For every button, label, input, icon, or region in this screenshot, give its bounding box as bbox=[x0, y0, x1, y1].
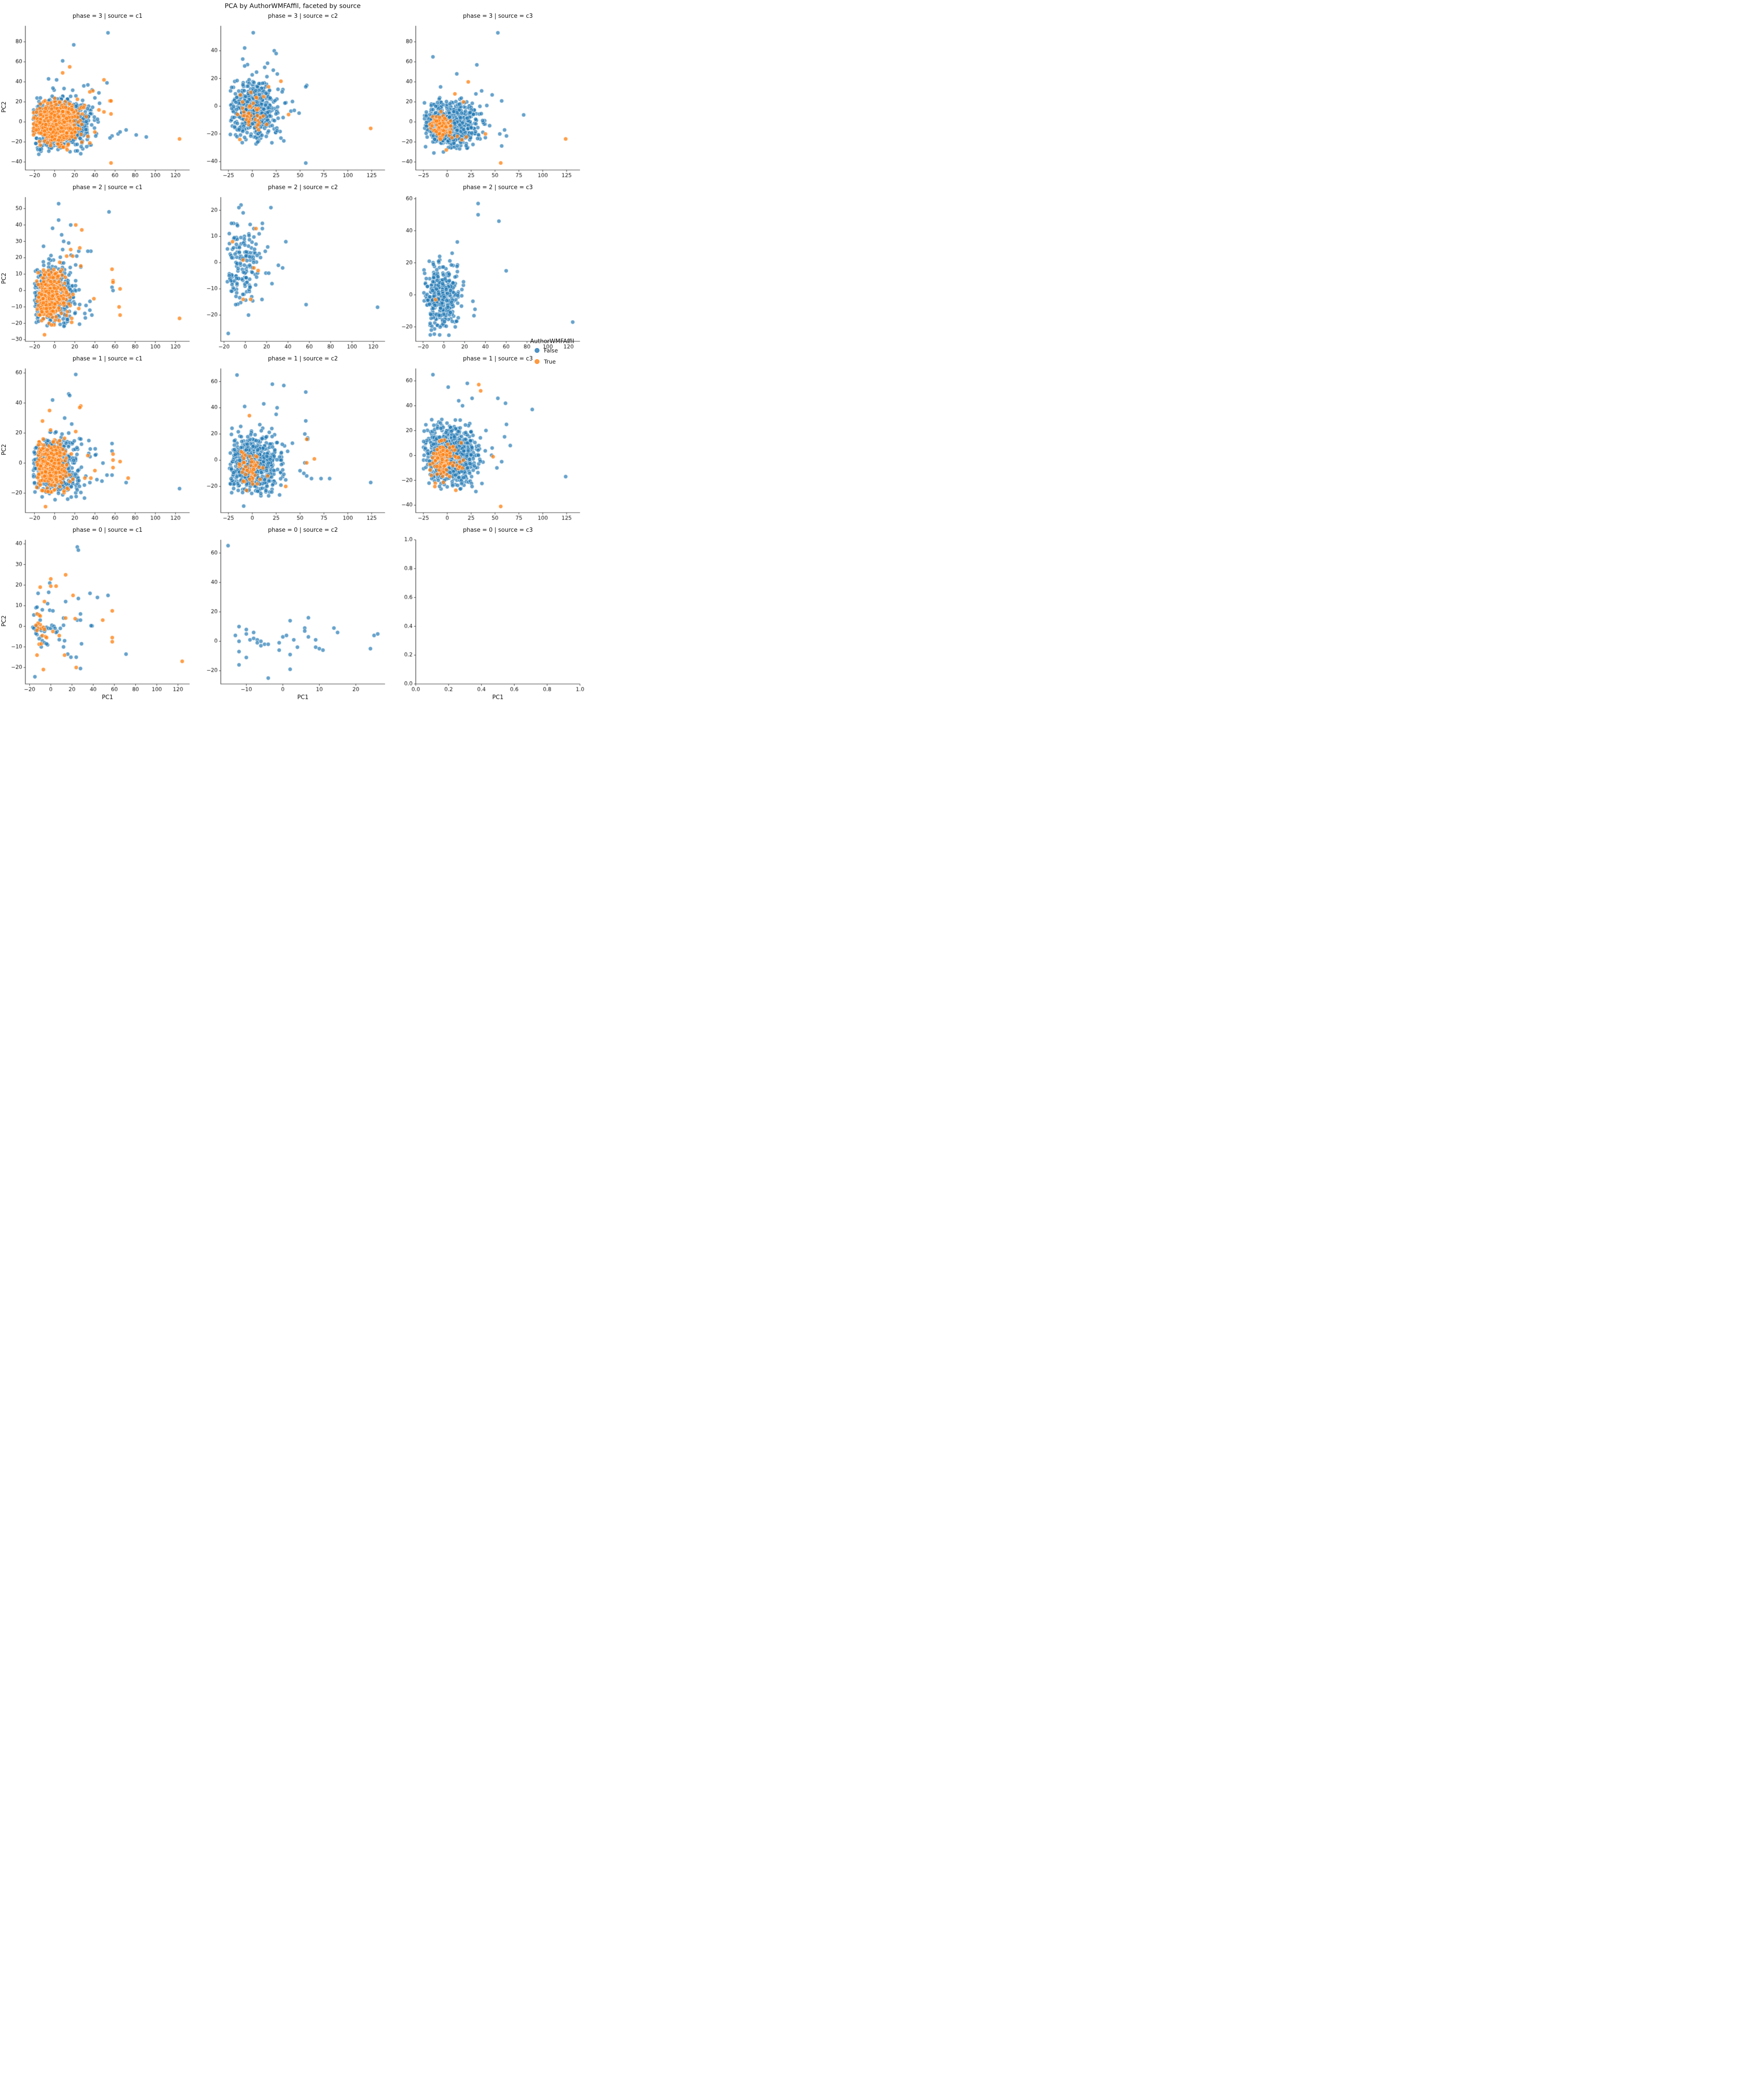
scatter-canvas-phase3-c1 bbox=[0, 21, 195, 182]
facet-title: phase = 0 | source = c2 bbox=[268, 527, 338, 534]
scatter-canvas-phase0-c1 bbox=[0, 535, 195, 696]
facet-phase2-c1: phase = 2 | source = c1 PC2 bbox=[0, 184, 195, 355]
figure: PCA by AuthorWMFAffil, faceted by source… bbox=[0, 0, 585, 700]
x-axis-label: PC1 bbox=[101, 694, 114, 700]
plot-area bbox=[195, 21, 390, 182]
x-axis-label: PC1 bbox=[297, 694, 309, 700]
y-axis-label: PC2 bbox=[1, 272, 8, 284]
scatter-canvas-phase2-c3 bbox=[390, 193, 585, 354]
facet-phase3-c2: phase = 3 | source = c2 bbox=[195, 12, 390, 184]
facet-phase1-c2: phase = 1 | source = c2 bbox=[195, 355, 390, 526]
scatter-canvas-phase2-c2 bbox=[195, 193, 390, 354]
legend-label: True bbox=[544, 358, 556, 365]
facet-title: phase = 2 | source = c2 bbox=[268, 184, 338, 191]
facet-title: phase = 1 | source = c3 bbox=[462, 356, 533, 362]
plot-area bbox=[390, 193, 585, 354]
y-axis-label: PC2 bbox=[1, 101, 8, 113]
x-axis-label: PC1 bbox=[492, 694, 504, 700]
facet-phase1-c3: phase = 1 | source = c3 bbox=[390, 355, 585, 526]
facet-phase2-c3: phase = 2 | source = c3 bbox=[390, 184, 585, 355]
legend-label: False bbox=[544, 347, 558, 354]
plot-area bbox=[195, 193, 390, 354]
facet-title: phase = 0 | source = c1 bbox=[72, 527, 143, 534]
facet-grid: phase = 3 | source = c1 PC2 phase = 3 | … bbox=[0, 12, 585, 700]
scatter-canvas-phase0-c2 bbox=[195, 535, 390, 696]
legend-swatch-false-icon bbox=[535, 348, 539, 353]
plot-area bbox=[195, 535, 390, 696]
facet-phase1-c1: phase = 1 | source = c1 PC2 bbox=[0, 355, 195, 526]
facet-title: phase = 2 | source = c1 bbox=[72, 184, 143, 191]
plot-area: PC2 bbox=[0, 364, 195, 525]
scatter-canvas-phase3-c3 bbox=[390, 21, 585, 182]
scatter-canvas-phase1-c3 bbox=[390, 364, 585, 525]
facet-phase3-c1: phase = 3 | source = c1 PC2 bbox=[0, 12, 195, 184]
plot-area bbox=[195, 364, 390, 525]
facet-title: phase = 1 | source = c1 bbox=[72, 356, 143, 362]
scatter-canvas-phase3-c2 bbox=[195, 21, 390, 182]
y-axis-label: PC2 bbox=[1, 615, 8, 627]
facet-title: phase = 3 | source = c3 bbox=[462, 13, 533, 20]
legend-title: AuthorWMFAffil bbox=[530, 338, 575, 345]
plot-area: PC2 bbox=[0, 193, 195, 354]
facet-phase2-c2: phase = 2 | source = c2 bbox=[195, 184, 390, 355]
plot-area bbox=[390, 364, 585, 525]
facet-phase0-c1: phase = 0 | source = c1 PC2 PC1 bbox=[0, 526, 195, 700]
y-axis-label: PC2 bbox=[1, 444, 8, 455]
legend-swatch-true-icon bbox=[535, 359, 539, 364]
facet-phase3-c3: phase = 3 | source = c3 bbox=[390, 12, 585, 184]
facet-phase0-c3: phase = 0 | source = c3 PC1 bbox=[390, 526, 585, 700]
plot-area bbox=[390, 535, 585, 696]
facet-title: phase = 1 | source = c2 bbox=[268, 356, 338, 362]
facet-title: phase = 3 | source = c2 bbox=[268, 13, 338, 20]
scatter-canvas-phase2-c1 bbox=[0, 193, 195, 354]
plot-area: PC2 bbox=[0, 535, 195, 696]
plot-area: PC2 bbox=[0, 21, 195, 182]
figure-title: PCA by AuthorWMFAffil, faceted by source bbox=[224, 3, 361, 10]
plot-area bbox=[390, 21, 585, 182]
facet-title: phase = 0 | source = c3 bbox=[462, 527, 533, 534]
scatter-canvas-phase1-c2 bbox=[195, 364, 390, 525]
facet-title: phase = 2 | source = c3 bbox=[462, 184, 533, 191]
facet-title: phase = 3 | source = c1 bbox=[72, 13, 143, 20]
facet-phase0-c2: phase = 0 | source = c2 PC1 bbox=[195, 526, 390, 700]
legend: AuthorWMFAffil False True bbox=[528, 338, 584, 367]
legend-item-true: True bbox=[528, 356, 584, 367]
scatter-canvas-phase0-c3 bbox=[390, 535, 585, 696]
scatter-canvas-phase1-c1 bbox=[0, 364, 195, 525]
legend-item-false: False bbox=[528, 345, 584, 356]
